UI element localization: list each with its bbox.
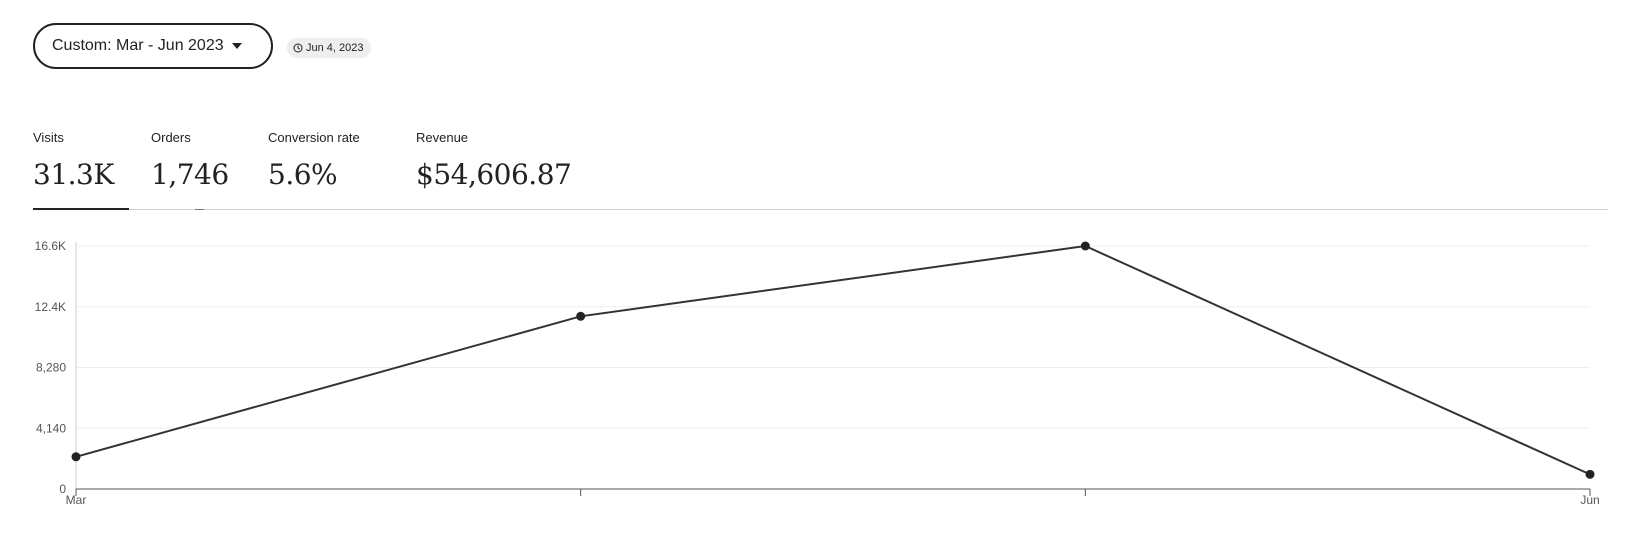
data-point[interactable]	[1585, 469, 1595, 479]
x-tick-label: Jun	[1580, 493, 1599, 507]
metric-label: Visits	[33, 130, 64, 145]
metric-value: 31.3K	[33, 158, 114, 191]
y-tick-label: 12.4K	[35, 300, 66, 314]
data-point[interactable]	[1080, 241, 1090, 251]
tab-scroll-indicator	[195, 209, 204, 210]
y-tick-label: 16.6K	[35, 239, 66, 253]
tabs-divider	[33, 209, 1608, 210]
date-range-dropdown[interactable]: Custom: Mar - Jun 2023	[33, 23, 273, 69]
metric-label: Revenue	[416, 130, 469, 145]
x-tick-label: Mar	[66, 493, 87, 507]
data-point[interactable]	[576, 311, 586, 321]
caret-down-icon	[231, 43, 242, 49]
updated-date-text: Jun 4, 2023	[306, 42, 364, 54]
metric-tab-visits[interactable]: Visits 31.3K	[33, 130, 114, 191]
metric-tab-conversion-rate[interactable]: Conversion rate 5.6%	[268, 130, 360, 191]
metric-label: Orders	[151, 130, 191, 145]
y-tick-label: 4,140	[36, 421, 66, 435]
metric-tab-orders[interactable]: Orders 1,746	[151, 130, 229, 191]
metric-value: $54,606.87	[416, 158, 572, 191]
metric-value: 1,746	[151, 158, 229, 191]
updated-date-badge: Jun 4, 2023	[287, 38, 371, 58]
metric-label: Conversion rate	[268, 130, 360, 145]
active-tab-indicator	[33, 208, 129, 210]
date-range-label: Custom: Mar - Jun 2023	[52, 37, 224, 54]
y-tick-label: 8,280	[36, 361, 66, 375]
visits-series-line	[75, 244, 1591, 476]
metric-value: 5.6%	[268, 158, 338, 191]
metric-tab-revenue[interactable]: Revenue $54,606.87	[416, 130, 572, 191]
clock-icon	[293, 43, 303, 53]
y-tick-label: 0	[59, 482, 66, 496]
data-point[interactable]	[71, 452, 81, 462]
